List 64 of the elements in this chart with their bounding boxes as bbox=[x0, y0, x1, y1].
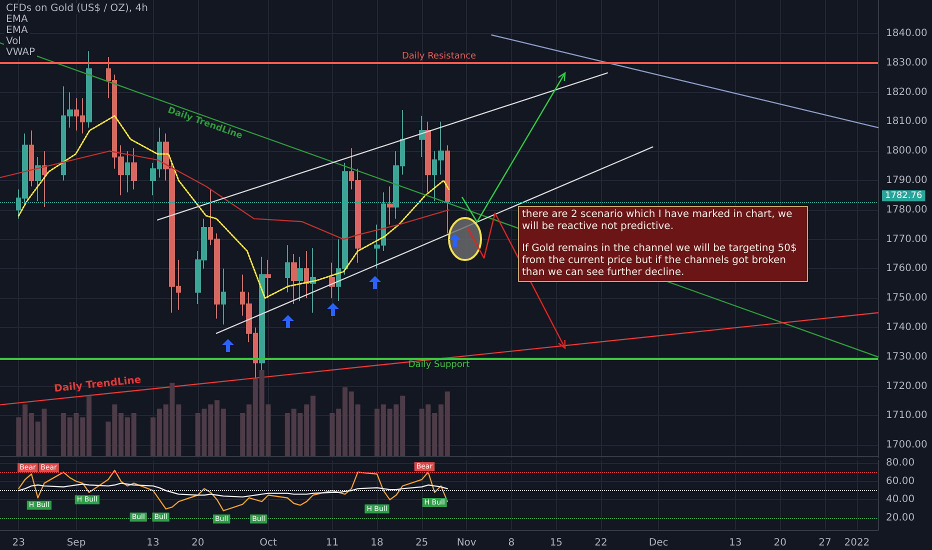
candlestick bbox=[125, 150, 130, 193]
y-tick-label: 1820.00 bbox=[886, 86, 928, 98]
y-tick-label: 1830.00 bbox=[886, 57, 928, 68]
ref-line-label: 1782.76 bbox=[885, 190, 922, 201]
x-tick-label: 25 bbox=[415, 538, 428, 548]
y-tick-label: 1760.00 bbox=[886, 263, 928, 274]
annotation: there are 2 scenario which I have marked in chart, we will be reactive not predictive. bbox=[522, 209, 794, 233]
x-tick-label: 11 bbox=[326, 538, 339, 548]
y-tick-label: 1810.00 bbox=[886, 116, 928, 128]
y-tick-label: 1800.00 bbox=[886, 146, 928, 157]
candlestick bbox=[304, 250, 309, 299]
x-tick-label: 2022 bbox=[844, 538, 870, 548]
candlestick bbox=[387, 186, 393, 226]
candlestick bbox=[419, 115, 425, 158]
y-tick-label: 1720.00 bbox=[886, 380, 928, 392]
chart-title: CFDs on Gold (US$ / OZ), 4h bbox=[4, 3, 150, 14]
x-tick-label: Dec bbox=[648, 538, 668, 548]
line-series bbox=[0, 150, 450, 240]
candlestick bbox=[291, 253, 297, 304]
ref-line-label: Daily Support bbox=[408, 360, 470, 370]
candlestick bbox=[297, 256, 303, 302]
x-tick-label: 18 bbox=[370, 538, 384, 548]
x-tick-label: Sep bbox=[66, 538, 86, 548]
x-tick-label: 13 bbox=[728, 538, 742, 548]
y-tick-label: 80.00 bbox=[886, 458, 915, 468]
x-tick-label: 20 bbox=[191, 538, 204, 548]
y-tick-label: 1780.00 bbox=[886, 204, 928, 216]
y-tick-label: 20.00 bbox=[886, 512, 915, 524]
text: EMA EMA Vol VWAP bbox=[5, 14, 36, 58]
y-tick-label: 1710.00 bbox=[886, 410, 928, 422]
annotation: If Gold remains in the channel we will be targeting 50$ from the current price but if the channels got broken than we can see further decline. bbox=[522, 243, 798, 279]
y-tick-label: 1750.00 bbox=[886, 292, 928, 304]
candlestick bbox=[29, 130, 34, 187]
y-tick-label: 40.00 bbox=[886, 494, 915, 506]
x-tick-label: 20 bbox=[774, 538, 787, 548]
x-tick-label: 27 bbox=[818, 538, 832, 548]
x-tick-label: Oct bbox=[260, 538, 277, 548]
x-tick-label: 22 bbox=[594, 538, 608, 548]
candlestick bbox=[445, 144, 450, 234]
candlestick bbox=[329, 262, 335, 299]
x-tick-label: Nov bbox=[456, 538, 476, 548]
candlestick bbox=[285, 244, 290, 293]
candlestick bbox=[425, 121, 431, 193]
line-series bbox=[18, 482, 448, 498]
candlestick bbox=[35, 156, 41, 202]
y-tick-label: 1700.00 bbox=[886, 440, 928, 451]
x-tick-label: 23 bbox=[12, 538, 26, 548]
candlestick bbox=[265, 259, 271, 299]
y-tick-label: 1790.00 bbox=[886, 174, 928, 186]
x-tick-label: 15 bbox=[550, 538, 563, 548]
candlestick bbox=[86, 50, 92, 128]
y-tick-label: 1730.00 bbox=[886, 351, 928, 362]
candlestick bbox=[310, 248, 316, 314]
x-tick-label: 8 bbox=[508, 538, 515, 548]
x-tick-label: 13 bbox=[146, 538, 160, 548]
ref-line-label: Daily Resistance bbox=[402, 51, 477, 62]
candlestick bbox=[221, 268, 226, 326]
y-tick-label: 1740.00 bbox=[886, 322, 928, 333]
candlestick bbox=[42, 150, 47, 208]
y-tick-label: 1840.00 bbox=[886, 28, 928, 40]
text: Daily TrendLine bbox=[54, 374, 142, 395]
y-tick-label: 1770.00 bbox=[886, 234, 928, 245]
candlestick bbox=[131, 148, 137, 190]
y-tick-label: 60.00 bbox=[886, 476, 915, 487]
